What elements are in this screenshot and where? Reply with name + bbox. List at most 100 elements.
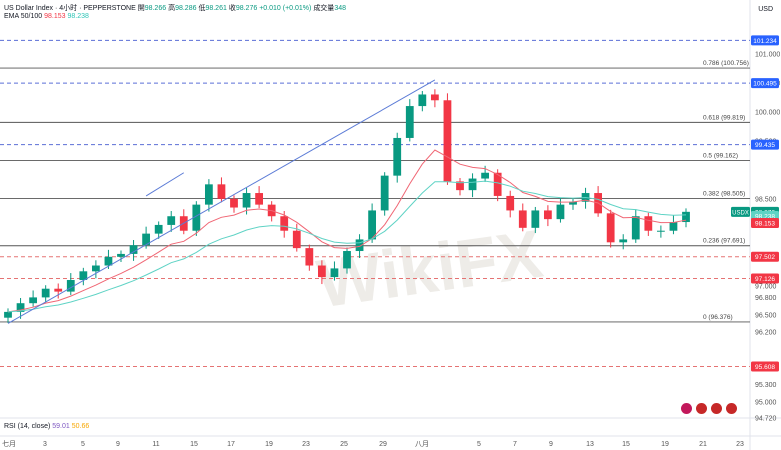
- x-tick-label: 5: [477, 441, 481, 448]
- candle-body: [154, 224, 163, 234]
- x-tick-label: 29: [379, 441, 387, 448]
- close-value: 98.276: [235, 5, 258, 12]
- candle-body: [230, 198, 238, 208]
- candle-body: [669, 222, 678, 231]
- candle-body: [280, 216, 289, 231]
- y-tick-label: 97.000: [755, 283, 777, 290]
- high-value: 98.286: [175, 5, 197, 12]
- close-label: 收: [228, 5, 236, 12]
- candle-body: [129, 245, 138, 254]
- x-tick-label: 25: [340, 441, 348, 448]
- fib-level-label: 0.5 (99.162): [703, 152, 738, 159]
- price-level-tag: [751, 273, 779, 284]
- candle-body: [418, 94, 427, 107]
- x-tick-label: 15: [190, 441, 198, 448]
- price-tag: [751, 217, 779, 228]
- y-tick-label: 96.500: [755, 312, 777, 319]
- ema100-value: 98.238: [67, 13, 89, 20]
- price-level-tag-label: 99.435: [755, 142, 775, 149]
- price-level-tag: [751, 35, 779, 46]
- price-level-tag-label: 95.608: [755, 364, 775, 371]
- candle-body: [167, 216, 176, 225]
- change-value: +0.010 (+0.01%): [259, 5, 312, 12]
- flash-icon[interactable]: [681, 403, 692, 414]
- fib-level-label: 0.382 (98.505): [703, 191, 745, 198]
- price-level-tag: [751, 139, 779, 150]
- trendline: [145, 172, 185, 197]
- candle-body: [468, 178, 477, 191]
- x-tick-label: 23: [736, 441, 744, 448]
- us-flag-icon[interactable]: [726, 403, 737, 414]
- currency-label: USD: [758, 6, 773, 13]
- y-tick-label: 96.200: [755, 330, 777, 337]
- x-tick-label: 7: [513, 441, 517, 448]
- ema50-line: [7, 149, 687, 313]
- candle-body: [644, 216, 653, 231]
- fib-level-label: 0.236 (97.691): [703, 238, 745, 245]
- candle-body: [255, 193, 264, 205]
- x-tick-label: 5: [81, 441, 85, 448]
- fib-level-label: 0.618 (99.819): [703, 114, 745, 121]
- low-value: 98.261: [205, 5, 227, 12]
- high-label: 高: [168, 5, 176, 12]
- us-flag-icon[interactable]: [711, 403, 722, 414]
- event-icons: [681, 403, 737, 414]
- x-tick-label: 3: [43, 441, 47, 448]
- x-tick-label: 八月: [415, 440, 429, 448]
- candle-body: [631, 216, 640, 240]
- x-tick-label: 19: [661, 441, 669, 448]
- x-tick-label: 9: [116, 441, 120, 448]
- ema50-value: 98.153: [44, 13, 66, 20]
- price-level-tag-label: 97.126: [755, 276, 775, 283]
- symbol-tag-label: USDX: [732, 210, 749, 216]
- candle-body: [518, 210, 527, 228]
- y-tick-label: 95.000: [755, 399, 777, 406]
- x-tick-label: 17: [227, 441, 235, 448]
- low-label: 低: [198, 5, 206, 12]
- us-flag-icon[interactable]: [696, 403, 707, 414]
- candle-body: [355, 239, 364, 252]
- candle-body: [242, 193, 251, 208]
- candle-body: [430, 94, 439, 101]
- candle-body: [493, 172, 502, 196]
- price-level-tag-label: 100.495: [753, 81, 777, 88]
- candle-body: [405, 106, 414, 138]
- candle-body: [506, 195, 515, 211]
- rsi-value: 59.01: [52, 423, 70, 430]
- price-level-tag: [751, 78, 779, 89]
- rsi-ma-value: 50.66: [71, 423, 90, 430]
- volume-label: 成交量: [313, 5, 335, 12]
- rsi-legend: RSI (14, close) 59.01 50.66: [4, 423, 89, 430]
- candle-body: [217, 184, 226, 199]
- candle-body: [117, 253, 125, 257]
- candle-body: [569, 201, 577, 205]
- candle-body: [682, 211, 690, 223]
- trendline: [7, 79, 436, 324]
- candle-body: [481, 172, 490, 179]
- candle-body: [606, 213, 615, 243]
- x-tick-label: 21: [699, 441, 707, 448]
- y-tick-label: 94.720: [755, 416, 777, 423]
- symbol-tag: [731, 206, 750, 217]
- candle-body: [380, 175, 389, 211]
- candle-body: [54, 288, 63, 292]
- candle-body: [91, 265, 100, 272]
- watermark: WikiFX: [313, 216, 547, 323]
- candle-body: [317, 265, 326, 278]
- y-tick-label: 98.500: [755, 196, 777, 203]
- candle-body: [531, 210, 540, 228]
- candle-body: [330, 268, 339, 278]
- ema-legend: EMA 50/100 98.153 98.238: [4, 13, 89, 20]
- candle-body: [104, 256, 113, 266]
- candle-body: [192, 204, 201, 231]
- x-tick-label: 七月: [2, 439, 16, 448]
- candle-body: [368, 210, 377, 240]
- candle-body: [29, 297, 38, 304]
- price-tag-label: 98.238: [755, 214, 775, 221]
- chart-legend: US Dollar Index · 4小时 · PEPPERSTONE 開98.…: [4, 3, 346, 13]
- ema-label: EMA 50/100: [4, 13, 43, 20]
- candle-body: [456, 181, 464, 191]
- x-tick-label: 23: [302, 441, 310, 448]
- candle-body: [292, 230, 301, 249]
